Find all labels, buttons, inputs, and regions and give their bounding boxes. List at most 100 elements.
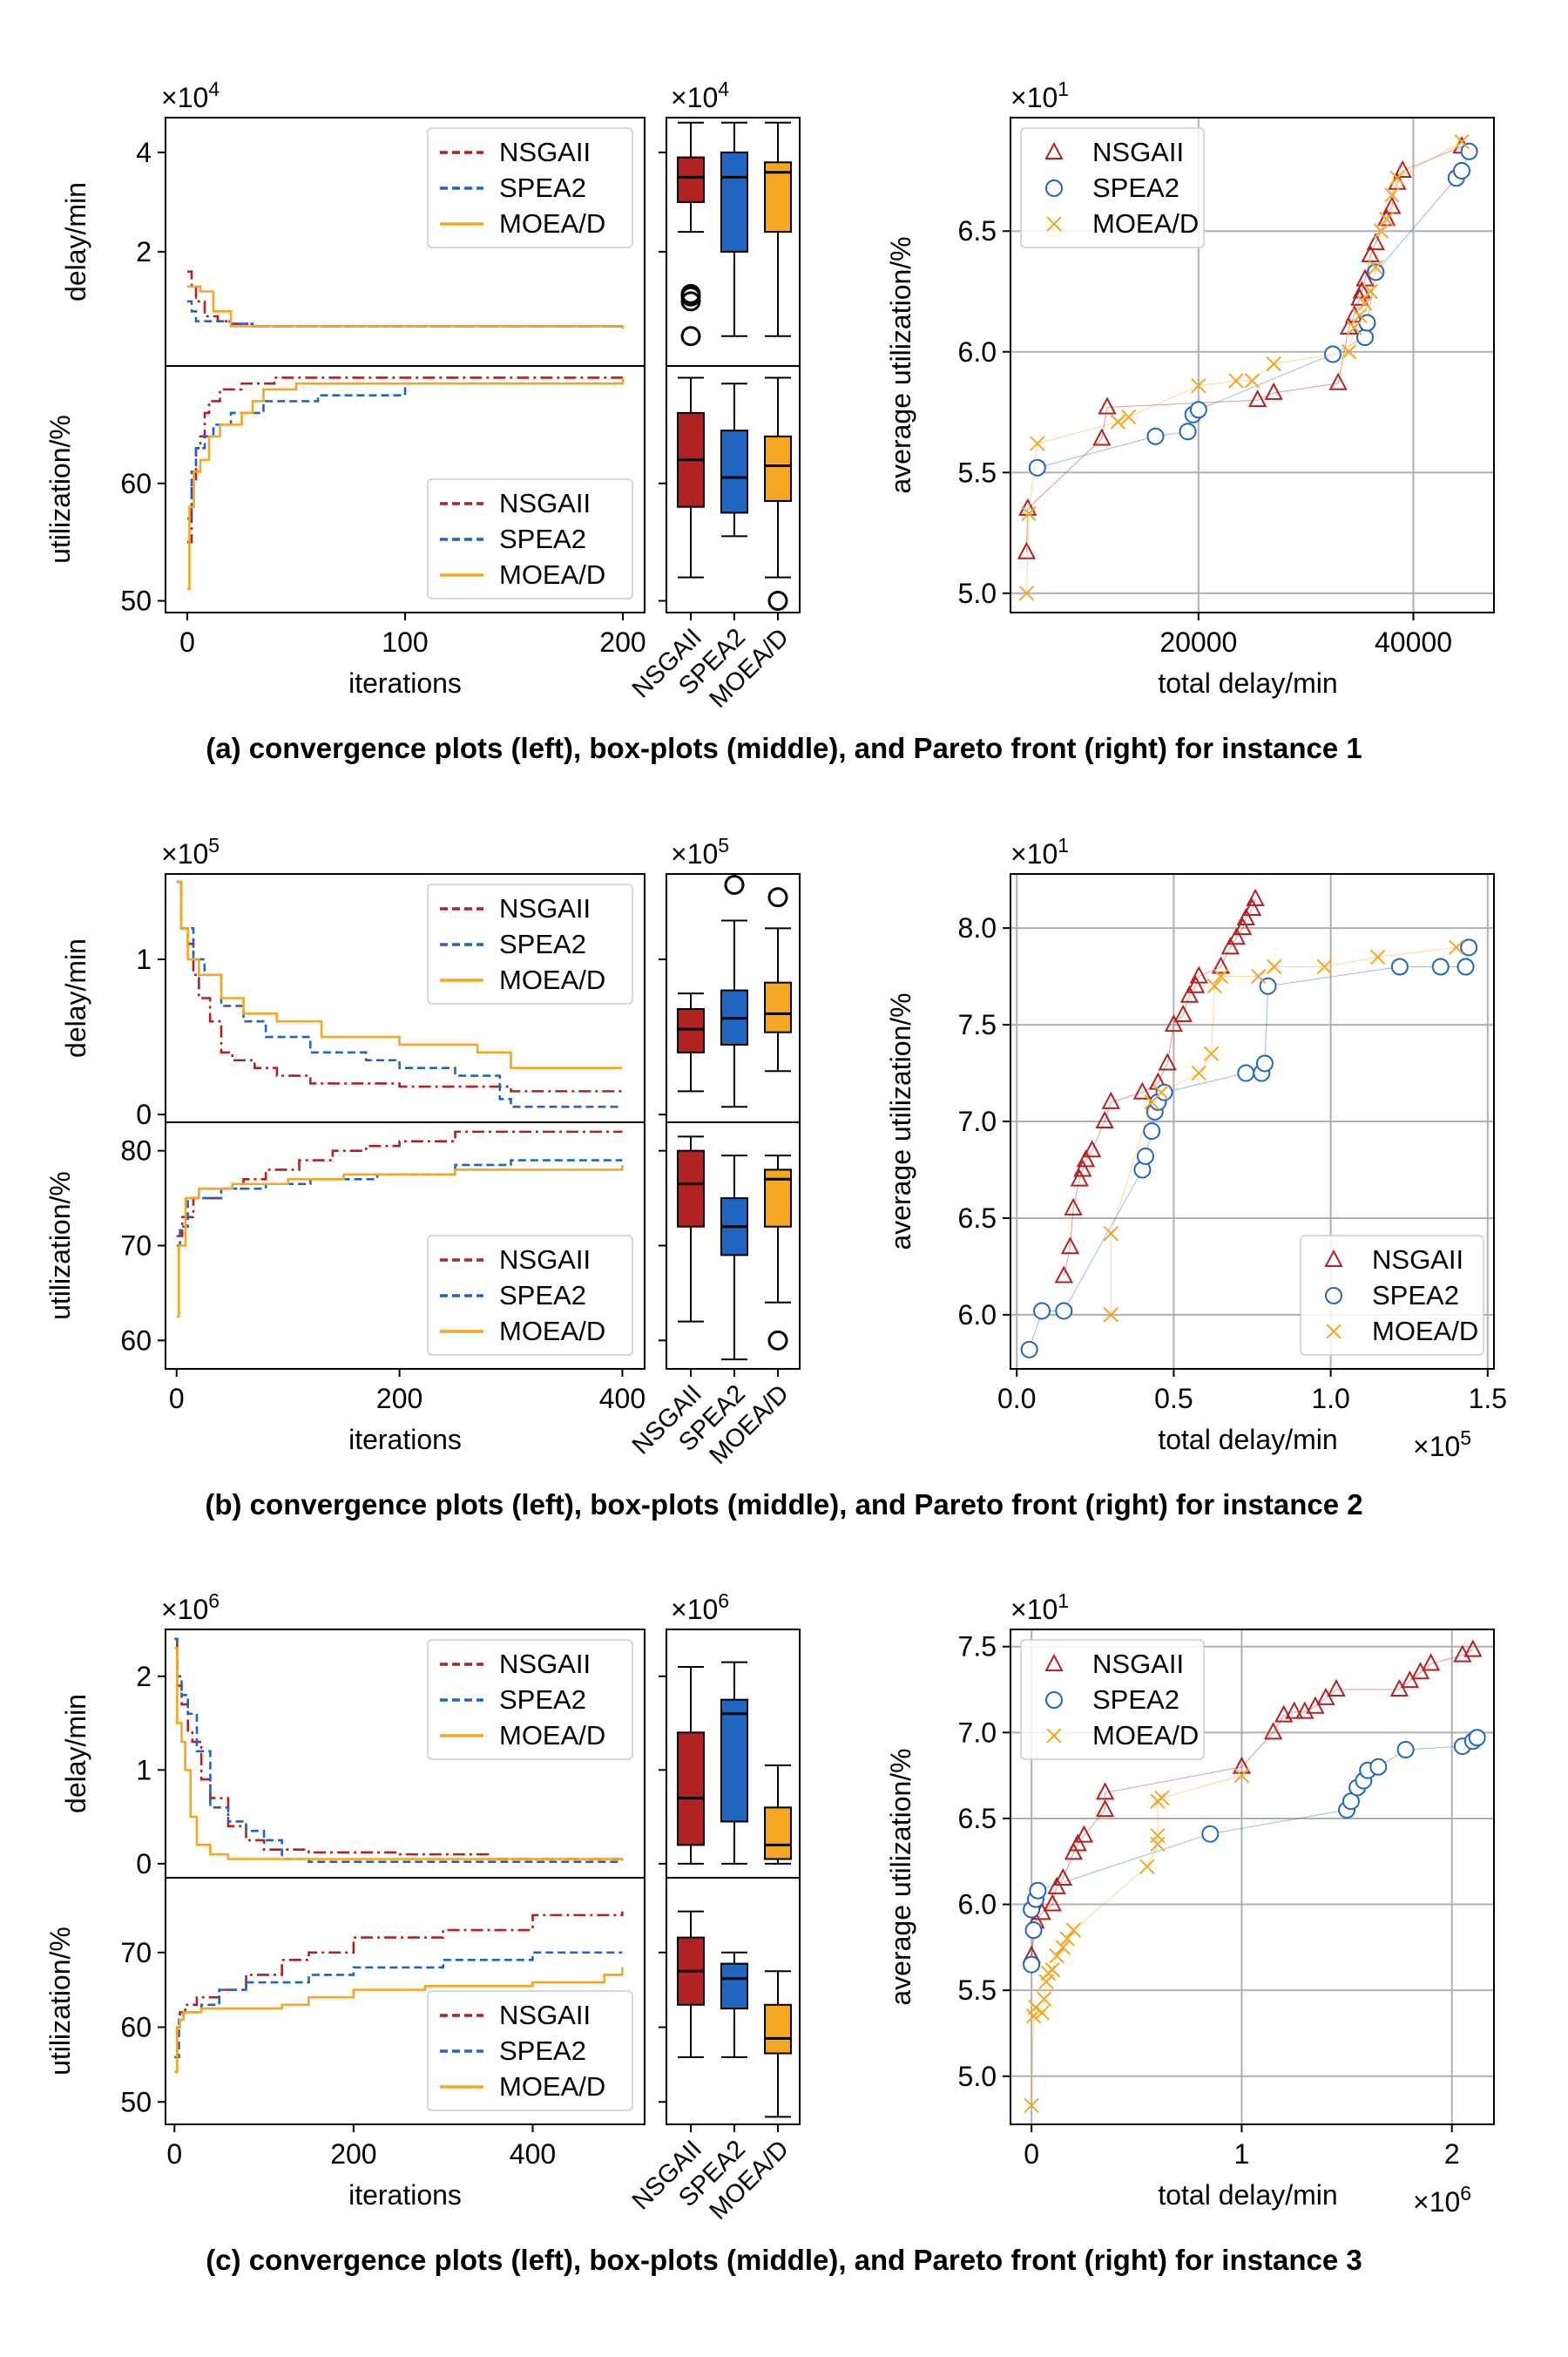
- pareto-point-nsgaii: [1068, 1833, 1087, 1852]
- pareto-point-moead: [1346, 320, 1362, 335]
- pareto-point-spea2: [1055, 1302, 1073, 1320]
- pareto-point-nsgaii: [1070, 1168, 1089, 1187]
- pareto-point-nsgaii: [1098, 396, 1117, 415]
- delay-legend: [427, 884, 633, 1005]
- pareto-point-moead: [1352, 308, 1368, 323]
- panel-instance-3: 0 1 2 50 60 70 0 200 400 iterations delay/min utili…: [44, 1589, 1495, 2276]
- svg-text:×106: ×106: [1413, 2182, 1471, 2218]
- pareto-ytick-label: 6.0: [958, 1889, 997, 1920]
- boxplot-multiplier: ×106: [671, 1589, 729, 1625]
- pareto-point-moead: [1044, 1961, 1060, 1978]
- pareto-legend-marker: [1046, 216, 1062, 232]
- pareto-legend-label: NSGAII: [1092, 1649, 1184, 1679]
- pareto-y-multiplier: ×101: [1010, 1589, 1069, 1625]
- pareto-point-nsgaii: [1327, 1678, 1346, 1697]
- pareto-point-spea2: [1324, 345, 1342, 363]
- pareto-ytick-label: 7.5: [958, 1009, 997, 1040]
- pareto-point-spea2: [1460, 938, 1478, 957]
- utilization-legend-label: MOEA/D: [499, 559, 605, 590]
- pareto-frame: [1010, 117, 1495, 613]
- pareto-point-spea2: [1468, 1729, 1486, 1747]
- pareto-point-moead: [1036, 1991, 1052, 2007]
- utilization-ytick-label: 60: [120, 2012, 152, 2043]
- pareto-ylabel: average utilization/%: [885, 236, 916, 493]
- pareto-ylabel: average utilization/%: [885, 992, 916, 1250]
- convergence-xtick-label: 100: [382, 627, 428, 658]
- pareto-point-nsgaii: [1179, 985, 1200, 1003]
- pareto-point-moead: [1030, 436, 1045, 451]
- delay-box-0-flier: [680, 291, 701, 312]
- pareto-point-nsgaii: [1164, 1013, 1184, 1033]
- pareto-point-spea2: [1024, 1921, 1043, 1940]
- utilization-ytick-label: 70: [120, 1937, 152, 1968]
- pareto-legend-marker: [1324, 1249, 1343, 1267]
- pareto-point-moead: [1362, 283, 1378, 300]
- delay-series-nsgaii: [174, 1637, 623, 1860]
- pareto-legend-marker: [1045, 1691, 1063, 1709]
- delay-legend-label: MOEA/D: [499, 1720, 605, 1751]
- pareto-connector-moead: [1031, 1775, 1242, 2106]
- pareto-point-nsgaii: [1246, 888, 1265, 906]
- boxplot-multiplier: ×104: [671, 78, 729, 113]
- pareto-ytick-label: 6.5: [958, 1803, 997, 1834]
- pareto-point-nsgaii: [1263, 1722, 1283, 1740]
- svg-text:×105: ×105: [1413, 1426, 1471, 1462]
- pareto-ytick-label: 6.0: [958, 1299, 997, 1331]
- pareto-point-spea2: [1189, 401, 1207, 419]
- pareto-point-nsgaii: [1306, 1696, 1325, 1714]
- pareto-point-nsgaii: [1064, 1197, 1083, 1216]
- pareto-legend-marker: [1326, 1324, 1342, 1339]
- pareto-point-nsgaii: [1453, 1644, 1472, 1663]
- pareto-point-moead: [1206, 978, 1222, 994]
- pareto-point-moead: [1139, 1859, 1155, 1874]
- convergence-xtick-label: 200: [330, 2138, 376, 2170]
- utilization-ytick-label: 50: [120, 2086, 152, 2117]
- utilization-ytick-label: 80: [120, 1135, 152, 1167]
- pareto-ytick-label: 8.0: [958, 912, 997, 944]
- pareto-point-spea2: [1460, 142, 1478, 160]
- pareto-point-moead: [1454, 133, 1470, 150]
- panel-caption: (a) convergence plots (left), box-plots …: [206, 732, 1362, 764]
- delay-legend: [427, 127, 633, 248]
- pareto-connector-spea2: [1031, 1737, 1478, 1965]
- pareto-point-moead: [1120, 409, 1137, 425]
- pareto-front: 20000 40000 5.0 5.5 6.0 6.5 total delay/min ave…: [885, 78, 1495, 699]
- pareto-x-multiplier: ×106: [1413, 2182, 1471, 2218]
- utilization-series-spea2: [176, 1159, 623, 1247]
- delay-box-2-box: [764, 161, 792, 234]
- delay-box-0-box: [677, 156, 705, 203]
- pareto-point-nsgaii: [1074, 1825, 1094, 1843]
- pareto-point-nsgaii: [1248, 389, 1267, 408]
- pareto-connector-nsgaii: [1063, 898, 1256, 1277]
- delay-legend-label: MOEA/D: [499, 965, 605, 995]
- pareto-legend-label: MOEA/D: [1092, 208, 1199, 239]
- pareto-point-nsgaii: [1463, 1639, 1483, 1657]
- utilization-legend-label: SPEA2: [499, 1280, 586, 1311]
- pareto-legend: [1020, 127, 1205, 248]
- pareto-xtick-label: 0.5: [1154, 1383, 1193, 1414]
- pareto-point-nsgaii: [1352, 281, 1371, 299]
- delay-box-2-box: [764, 981, 792, 1033]
- pareto-legend-label: NSGAII: [1092, 137, 1184, 167]
- boxplot-multiplier: ×105: [671, 834, 729, 870]
- pareto-point-nsgaii: [1242, 897, 1262, 916]
- pareto-xtick-label: 1.0: [1311, 1383, 1349, 1414]
- pareto-point-moead: [1059, 1931, 1075, 1947]
- pareto-point-moead: [1449, 939, 1464, 956]
- pareto-point-moead: [1213, 968, 1229, 985]
- pareto-point-moead: [1378, 211, 1395, 227]
- pareto-xtick-label: 2: [1444, 2138, 1460, 2170]
- pareto-xlabel: total delay/min: [1158, 667, 1337, 699]
- delay-legend-label: SPEA2: [499, 929, 586, 959]
- delay-box-1-box: [720, 1698, 748, 1823]
- pareto-point-nsgaii: [1076, 1149, 1096, 1168]
- delay-box-1-flier: [724, 874, 745, 895]
- pareto-point-moead: [1368, 260, 1384, 275]
- pareto-xtick-label: 0.0: [997, 1383, 1036, 1414]
- pareto-ytick-label: 6.5: [958, 1202, 997, 1234]
- utilization-box-1-box: [720, 1962, 748, 2010]
- pareto-point-nsgaii: [1173, 1004, 1193, 1022]
